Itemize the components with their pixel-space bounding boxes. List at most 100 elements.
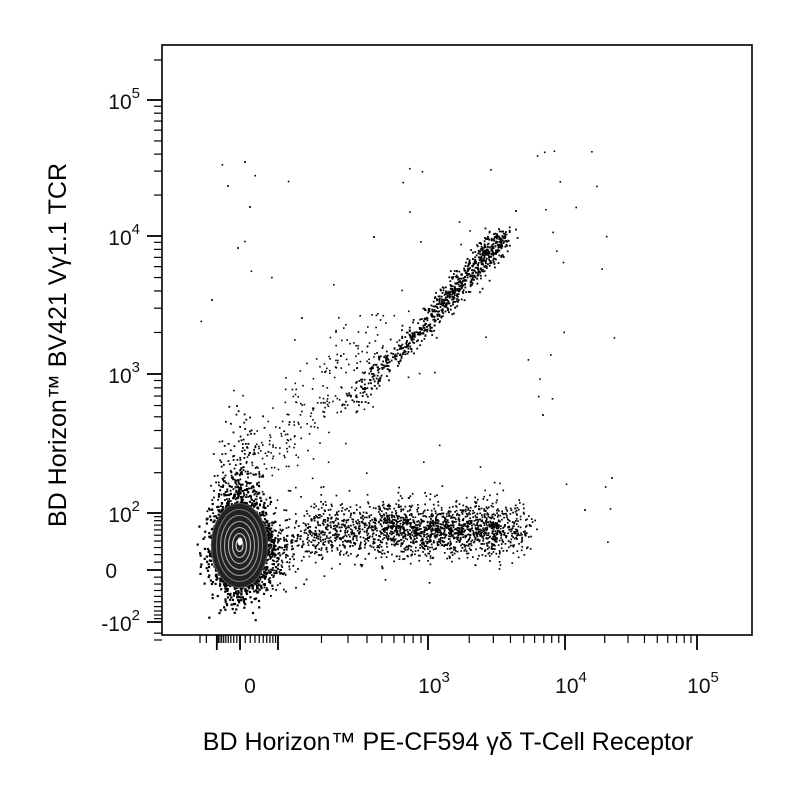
- event-dot: [270, 541, 273, 543]
- event-dot: [270, 544, 273, 547]
- event-dot: [340, 538, 343, 541]
- event-dot: [481, 543, 484, 545]
- event-dot: [354, 542, 357, 545]
- event-dot: [516, 514, 518, 516]
- event-dot: [388, 521, 390, 524]
- event-dot: [241, 450, 243, 453]
- event-dot: [459, 524, 462, 527]
- event-dot: [262, 474, 264, 477]
- event-dot: [273, 552, 276, 555]
- event-dot: [520, 541, 523, 544]
- event-dot: [210, 559, 213, 562]
- event-dot: [239, 491, 242, 494]
- event-dot: [495, 538, 498, 540]
- event-dot: [509, 544, 512, 547]
- event-dot: [337, 510, 340, 513]
- event-dot: [333, 534, 336, 537]
- event-dot: [366, 527, 369, 530]
- event-dot: [361, 564, 364, 566]
- event-dot: [321, 522, 324, 524]
- event-dot: [243, 453, 246, 455]
- event-dot: [215, 481, 217, 484]
- event-dot: [448, 506, 451, 509]
- event-dot: [397, 491, 400, 494]
- event-dot: [392, 525, 394, 527]
- event-dot: [518, 499, 521, 501]
- event-dot: [427, 552, 429, 555]
- event-dot: [394, 544, 396, 547]
- event-dot: [268, 525, 271, 528]
- event-dot: [337, 523, 340, 526]
- event-dot: [331, 549, 333, 552]
- event-dot: [241, 471, 243, 473]
- event-dot: [389, 505, 391, 507]
- event-dot: [436, 525, 439, 527]
- event-dot: [387, 535, 390, 537]
- event-dot: [460, 550, 462, 552]
- event-dot: [371, 535, 374, 538]
- event-dot: [381, 549, 384, 552]
- event-dot: [234, 473, 237, 476]
- event-dot: [497, 520, 500, 523]
- event-dot: [209, 515, 212, 518]
- event-dot: [379, 513, 381, 515]
- event-dot: [414, 524, 417, 526]
- event-dot: [431, 512, 433, 515]
- event-dot: [313, 552, 316, 555]
- event-dot: [245, 443, 247, 445]
- event-dot: [430, 543, 433, 546]
- event-dot: [367, 502, 370, 505]
- event-dot: [375, 519, 377, 522]
- event-dot: [456, 532, 458, 534]
- event-dot: [275, 548, 277, 551]
- event-dot: [393, 516, 396, 519]
- event-dot: [340, 537, 342, 539]
- event-dot: [276, 584, 279, 587]
- event-dot: [379, 519, 382, 522]
- event-dot: [438, 534, 441, 537]
- event-dot: [506, 549, 508, 552]
- event-dot: [521, 533, 523, 536]
- event-dot: [380, 556, 383, 559]
- event-dot: [465, 508, 467, 511]
- event-dot: [322, 539, 324, 541]
- event-dot: [513, 525, 515, 527]
- event-dot: [371, 529, 374, 532]
- event-dot: [266, 566, 269, 569]
- event-dot: [511, 521, 514, 523]
- event-dot: [477, 520, 480, 523]
- event-dot: [269, 568, 272, 571]
- event-dot: [424, 503, 426, 506]
- event-dot: [485, 537, 488, 540]
- event-dot: [227, 500, 230, 503]
- event-dot: [275, 589, 277, 591]
- event-dot: [285, 553, 288, 557]
- event-dot: [423, 543, 425, 545]
- event-dot: [444, 535, 447, 538]
- event-dot: [324, 519, 327, 521]
- event-dot: [274, 554, 277, 557]
- event-dot: [218, 584, 222, 587]
- event-dot: [455, 505, 457, 507]
- event-dot: [472, 556, 474, 558]
- event-dot: [269, 539, 272, 542]
- event-dot: [404, 546, 407, 549]
- event-dot: [221, 485, 224, 488]
- event-dot: [496, 531, 499, 534]
- event-dot: [338, 537, 341, 539]
- event-dot: [229, 489, 232, 492]
- event-dot: [411, 534, 414, 537]
- event-dot: [255, 502, 258, 505]
- event-dot: [447, 526, 450, 528]
- event-dot: [437, 501, 440, 503]
- event-dot: [325, 504, 327, 506]
- event-dot: [276, 560, 279, 562]
- event-dot: [378, 520, 380, 523]
- event-dot: [367, 501, 369, 504]
- event-dot: [372, 546, 375, 549]
- event-dot: [243, 457, 246, 459]
- event-dot: [211, 593, 214, 596]
- event-dot: [453, 528, 456, 531]
- event-dot: [256, 493, 259, 496]
- event-dot: [470, 540, 473, 543]
